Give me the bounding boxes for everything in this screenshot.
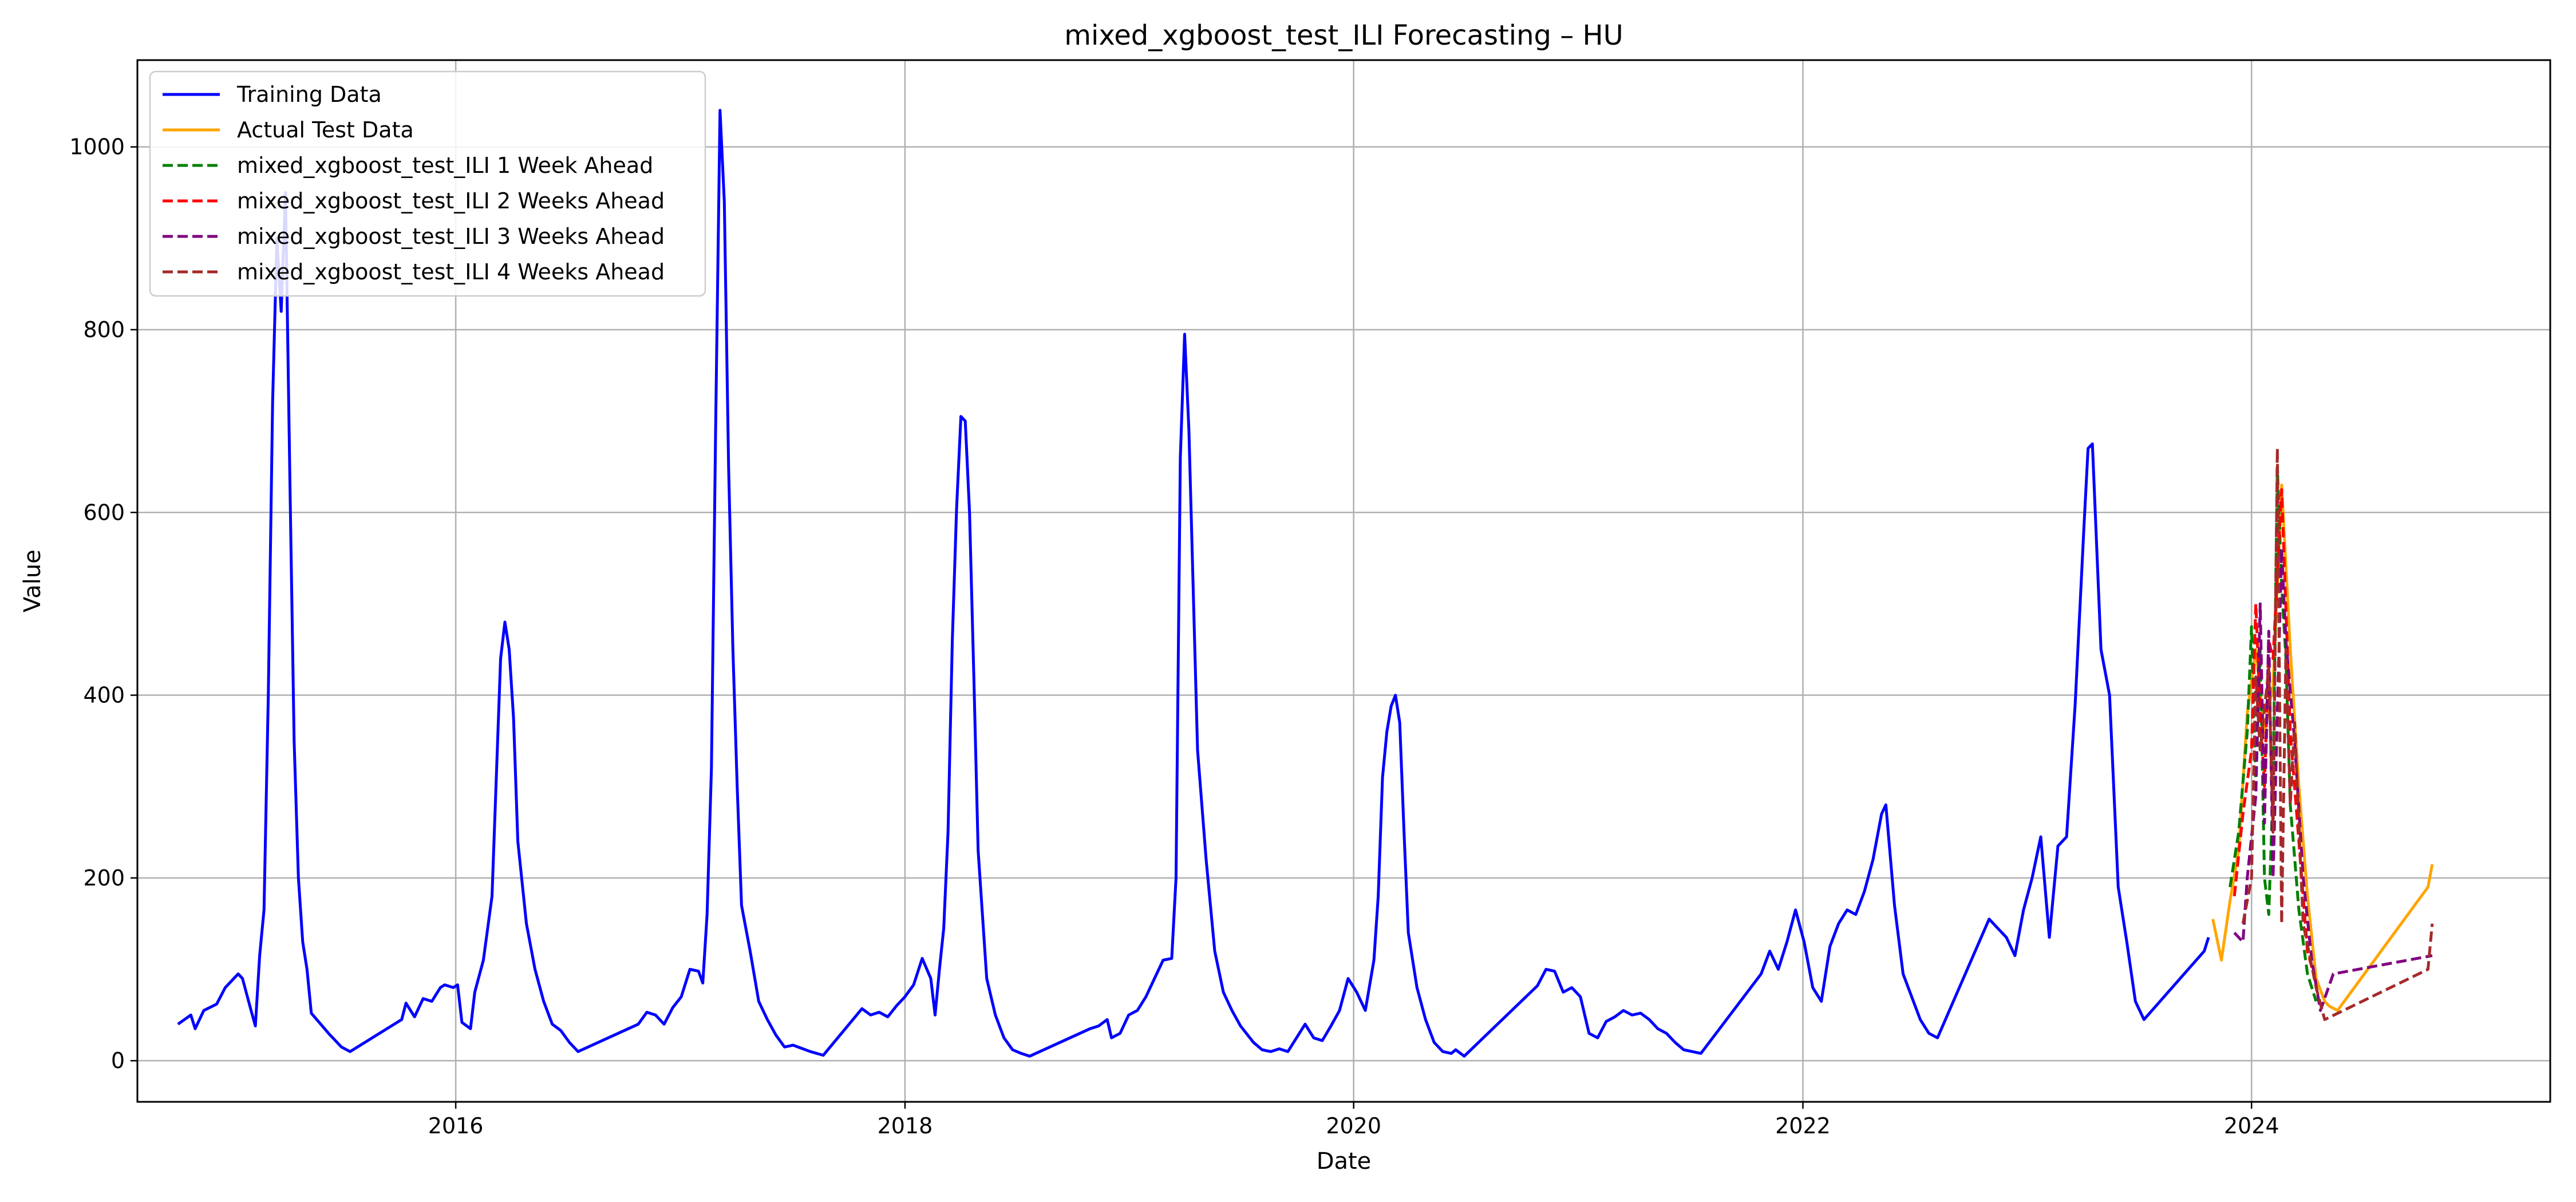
legend-label: mixed_xgboost_test_ILI 1 Week Ahead: [237, 153, 653, 178]
legend-label: Actual Test Data: [237, 117, 414, 143]
axis-ticks: 2016 2018 2020 2022 2024 0 200 400 600 800 1000: [69, 135, 2279, 1138]
legend: Training Data Actual Test Data mixed_xgboo…: [149, 70, 706, 297]
y-tick-label: 200: [83, 865, 125, 891]
y-tick-label: 600: [83, 500, 125, 525]
legend-label: Training Data: [236, 82, 382, 107]
x-tick-label: 2018: [878, 1113, 933, 1138]
x-tick-label: 2022: [1775, 1113, 1831, 1138]
legend-label: mixed_xgboost_test_ILI 4 Weeks Ahead: [237, 259, 665, 284]
x-tick-label: 2016: [428, 1113, 484, 1138]
series-line-6: [2241, 447, 2434, 1021]
chart-title: mixed_xgboost_test_ILI Forecasting – HU: [1064, 19, 1623, 52]
legend-label: mixed_xgboost_test_ILI 3 Weeks Ahead: [237, 224, 665, 249]
series-line-1: [177, 109, 2210, 1058]
series-line-3: [2229, 465, 2318, 1002]
y-tick-label: 800: [83, 317, 125, 342]
series-lines: [177, 109, 2434, 1058]
x-tick-label: 2020: [1326, 1113, 1381, 1138]
x-axis-label: Date: [1317, 1148, 1372, 1175]
x-tick-label: 2024: [2224, 1113, 2279, 1138]
y-tick-label: 0: [111, 1048, 125, 1073]
y-tick-label: 400: [83, 683, 125, 708]
y-axis-label: Value: [19, 549, 46, 612]
plot-frame: [136, 59, 2551, 1103]
legend-box: [149, 70, 706, 297]
legend-label: mixed_xgboost_test_ILI 2 Weeks Ahead: [237, 188, 665, 213]
y-tick-label: 1000: [69, 135, 125, 160]
